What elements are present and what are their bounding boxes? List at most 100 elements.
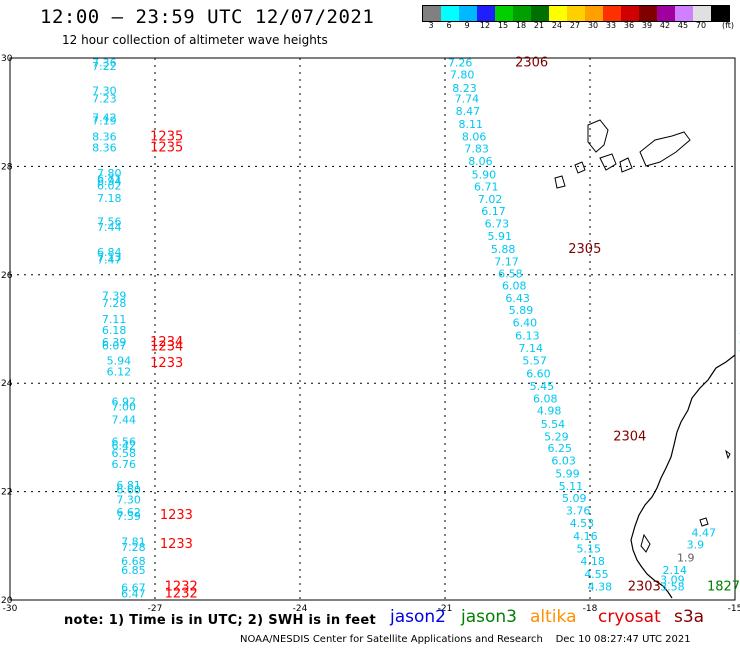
wave-height-label: 5.57: [522, 354, 547, 367]
x-tick-label: -30: [3, 604, 18, 614]
wave-height-label: 7.44: [112, 414, 137, 427]
wave-height-label: 7.18: [97, 192, 122, 205]
pass-time-label: 1234: [150, 335, 183, 350]
wave-height-label: 8.11: [459, 118, 484, 131]
legend-label: 42: [659, 21, 671, 30]
wave-height-label: 2.14: [663, 564, 688, 577]
wave-height-label: 6.94: [97, 175, 122, 188]
pass-time-label: 2305: [568, 242, 601, 257]
wave-height-label: 3.58: [660, 580, 685, 593]
island-tenerife: [639, 131, 691, 167]
wave-height-label: 7.83: [464, 143, 489, 156]
wave-height-label: 4.47: [692, 526, 717, 539]
credit-text: NOAA/NESDIS Center for Satellite Applica…: [240, 634, 543, 645]
satellite-s3a: s3a: [674, 607, 705, 627]
legend-label: 70: [695, 21, 707, 30]
satellite-cryosat: cryosat: [598, 607, 661, 627]
wave-height-label: 7.30: [92, 85, 117, 98]
wave-height-label: 6.03: [551, 455, 576, 468]
wave-height-label: 4.55: [584, 568, 609, 581]
wave-height-label: 8.36: [92, 141, 117, 154]
wave-height-label: 7.14: [518, 342, 543, 355]
legend-swatch: [567, 6, 585, 21]
wave-height-label: 4.16: [573, 530, 598, 543]
legend-label: 30: [587, 21, 599, 30]
wave-height-label: 3.09: [660, 573, 685, 586]
wave-height-label: 5.15: [576, 543, 601, 556]
wave-height-label: 6.08: [533, 392, 558, 405]
wave-height-label: 6.58: [112, 447, 137, 460]
wave-height-label: 3.76: [566, 505, 591, 518]
wave-height-label: 6.12: [107, 365, 131, 378]
credit-timestamp: Dec 10 08:27:47 UTC 2021: [555, 634, 691, 645]
legend-label: 36: [623, 21, 635, 30]
x-tick-label: -15: [728, 604, 740, 614]
wave-height-label: 6.92: [112, 396, 137, 409]
pass-time-label: 1234: [150, 339, 183, 354]
wave-height-label: 7.11: [102, 313, 127, 326]
pass-time-label: 1232: [165, 586, 198, 601]
x-tick-label: -18: [583, 604, 598, 614]
wave-height-label: 5.94: [107, 354, 131, 367]
wave-height-label: 6.39: [102, 336, 127, 349]
island-gran-canaria: [599, 153, 617, 171]
wave-height-label: 6.56: [112, 436, 137, 449]
island-small: [725, 449, 731, 460]
x-tick-label: -27: [148, 604, 163, 614]
wave-height-label: 8.23: [452, 82, 477, 95]
legend-label: 3: [428, 21, 434, 30]
wave-height-label: 6.02: [97, 179, 122, 192]
wave-height-label: 6.60: [526, 367, 551, 380]
wave-height-label: 7.81: [121, 535, 145, 548]
wave-height-label: 7.23: [92, 93, 117, 106]
wave-height-label: 6.67: [121, 582, 145, 595]
legend-swatch: [513, 6, 531, 21]
wave-height-label: 7.17: [494, 255, 519, 268]
wave-height-label: 6.76: [112, 458, 137, 471]
wave-height-label: 6.71: [474, 180, 499, 193]
legend-label: 21: [533, 21, 545, 30]
wave-height-label: 8.06: [468, 155, 493, 168]
legend-swatch: [585, 6, 603, 21]
wave-height-label: 6.47: [121, 587, 145, 600]
wave-height-label: 8.36: [92, 131, 117, 144]
pass-time-label: 1233: [160, 537, 193, 552]
legend-swatch: [495, 6, 513, 21]
legend-label: 9: [464, 21, 470, 30]
wave-height-label: 1.9: [677, 552, 695, 565]
wave-height-label: 6.84: [97, 246, 122, 259]
legend-swatch: [693, 6, 711, 21]
pass-time-label: 1233: [150, 356, 183, 371]
wave-height-label: 6.42: [112, 440, 137, 453]
legend-swatch: [531, 6, 549, 21]
wave-height-label: 5.45: [530, 380, 555, 393]
wave-height-label: 7.13: [97, 251, 122, 264]
wave-height-label: 6.60: [116, 483, 141, 496]
y-tick-label: 24: [1, 379, 13, 389]
legend-swatch: [423, 6, 441, 21]
island-hierro: [574, 161, 586, 174]
wave-height-label: 7.22: [92, 60, 117, 73]
color-legend: [422, 5, 730, 22]
wave-height-label: 6.81: [116, 479, 141, 492]
wave-height-label: 8.47: [456, 105, 481, 118]
x-tick-label: -21: [438, 604, 453, 614]
legend-unit: (ft): [721, 21, 735, 30]
pass-time-label: 1235: [150, 140, 183, 155]
wave-height-label: 3.9: [687, 539, 705, 552]
legend-label: 24: [551, 21, 563, 30]
wave-height-label: 7.28: [102, 297, 127, 310]
legend-label: 15: [497, 21, 509, 30]
legend-label: 39: [641, 21, 653, 30]
wave-height-label: 7.44: [97, 221, 122, 234]
wave-height-label: 7.56: [97, 216, 122, 229]
legend-swatch: [657, 6, 675, 21]
coastline-inlet: [640, 533, 651, 553]
wave-height-label: 6.18: [102, 324, 127, 337]
wave-height-label: 5.99: [555, 468, 580, 481]
wave-height-label: 6.17: [481, 205, 506, 218]
x-tick-label: -24: [293, 604, 308, 614]
wave-height-label: 5.90: [472, 169, 497, 182]
legend-label: 12: [479, 21, 491, 30]
